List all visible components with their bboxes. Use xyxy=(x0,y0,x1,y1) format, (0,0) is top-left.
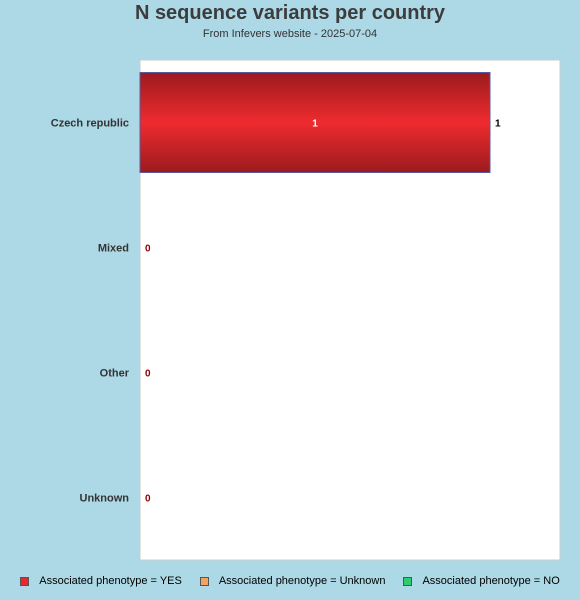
legend-item-no[interactable]: Associated phenotype = NO xyxy=(403,575,560,587)
legend-label-no: Associated phenotype = NO xyxy=(422,575,560,587)
category-label-czech-republic: Czech republic xyxy=(51,118,129,130)
total-label-mixed: 0 xyxy=(145,244,151,255)
total-label-other: 0 xyxy=(145,369,151,380)
bar-czech-republic-series-0 xyxy=(139,72,491,173)
chart-title: N sequence variants per country xyxy=(134,2,446,24)
legend-label-unknown: Associated phenotype = Unknown xyxy=(218,575,386,587)
category-label-mixed: Mixed xyxy=(98,243,129,255)
total-label-unknown: 0 xyxy=(145,494,151,505)
category-label-unknown: Unknown xyxy=(80,493,130,505)
legend-item-unknown[interactable]: Associated phenotype = Unknown xyxy=(199,575,386,587)
legend-swatch-yes xyxy=(20,576,30,586)
legend: Associated phenotype = YES Associated ph… xyxy=(0,575,580,587)
legend-swatch-no xyxy=(403,576,413,586)
bar-value-label-czech-republic-series-0: 1 xyxy=(312,119,318,130)
chart-subtitle: From Infevers website - 2025-07-04 xyxy=(202,28,378,40)
category-label-other: Other xyxy=(100,368,130,380)
total-label-czech-republic: 1 xyxy=(495,119,501,130)
legend-item-yes[interactable]: Associated phenotype = YES xyxy=(20,575,182,587)
legend-swatch-unknown xyxy=(199,576,209,586)
legend-label-yes: Associated phenotype = YES xyxy=(39,575,182,587)
